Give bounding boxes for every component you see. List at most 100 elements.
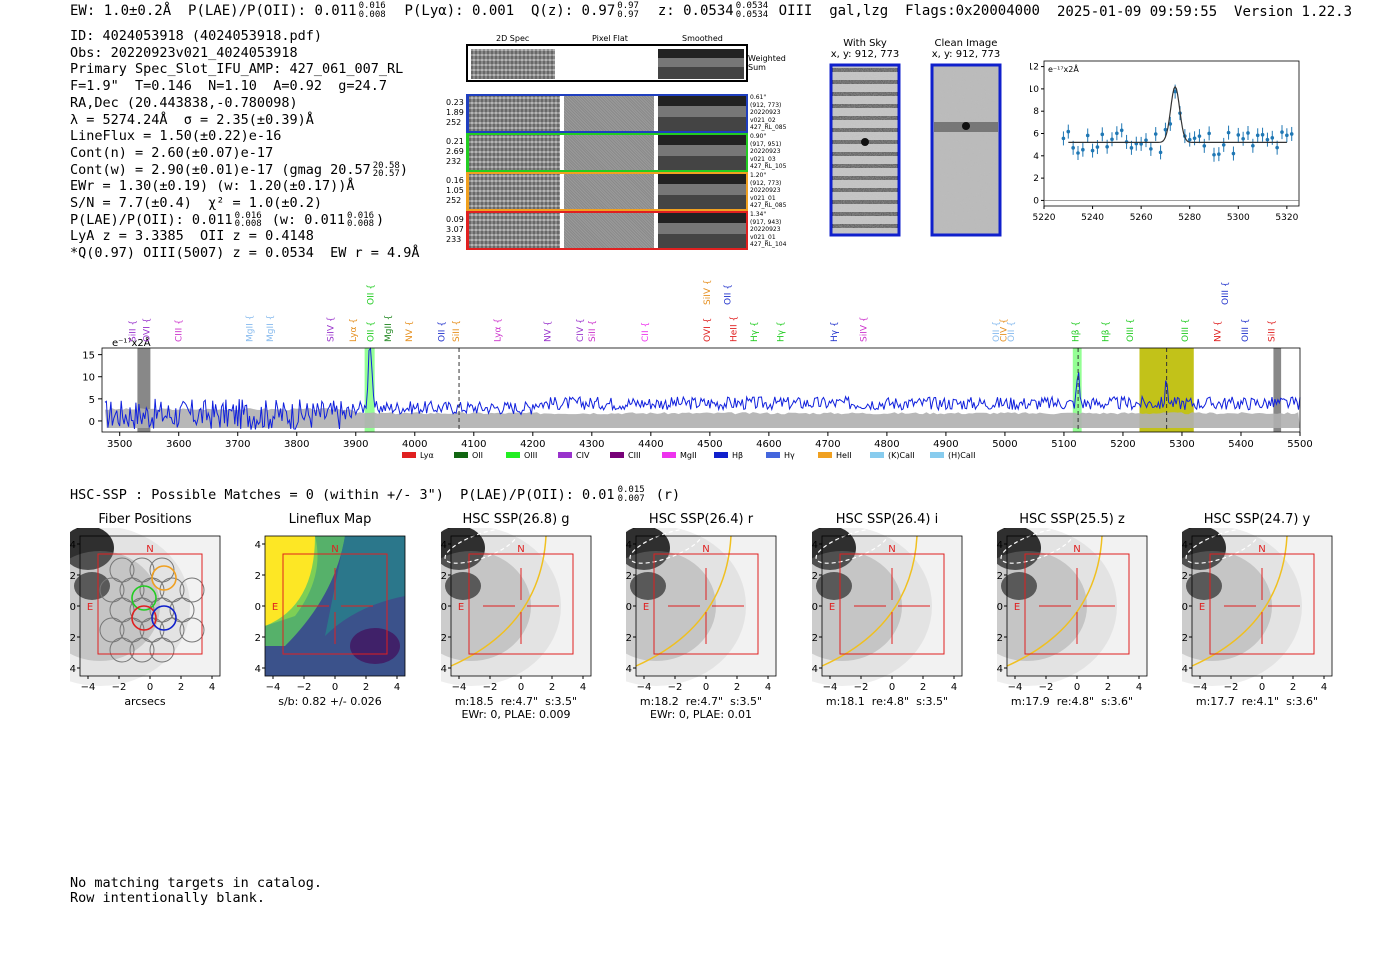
plae-text: P(LAE)/P(OII): 0.011 bbox=[70, 211, 233, 228]
compass-east: E bbox=[1014, 602, 1020, 613]
spectral-line-label: MgII { bbox=[246, 315, 256, 342]
galaxy-halo bbox=[626, 528, 746, 686]
spectrum-x-tick-label: 3800 bbox=[284, 439, 309, 450]
legend-label: CIV bbox=[576, 451, 590, 460]
tile-y-tick-label: −4 bbox=[626, 664, 632, 675]
spectrum-y-tick-label: 0 bbox=[89, 417, 95, 428]
flux-min bbox=[350, 628, 400, 664]
tile-y-tick-label: 4 bbox=[626, 540, 632, 551]
galaxy-blob bbox=[630, 572, 666, 600]
spectrum-line bbox=[104, 347, 1301, 430]
galaxy-blob bbox=[1186, 572, 1222, 600]
tile-x-tick-label: 2 bbox=[178, 682, 184, 693]
version: Version 1.22.3 bbox=[1234, 4, 1353, 20]
tile-image: N E −4 4 −2 2 0 0 2 −2 4 −4 bbox=[441, 528, 592, 693]
info-line: *Q(0.97) OIII(5007) z = 0.0534 EW r = 4.… bbox=[70, 245, 420, 262]
search-box bbox=[1024, 553, 1130, 655]
tile-x-tick-label: 0 bbox=[147, 682, 153, 693]
tile-y-tick-label: −2 bbox=[1182, 633, 1188, 644]
tile-y-tick-label: −2 bbox=[626, 633, 632, 644]
tile-y-tick-label: 2 bbox=[1182, 571, 1188, 582]
zoom-point bbox=[1289, 132, 1294, 136]
info-line: F=1.9" T=0.146 N=1.10 A=0.92 g=24.7 bbox=[70, 78, 387, 95]
spectral-line-label: OII { bbox=[1007, 321, 1017, 342]
fiber-highlight-red bbox=[131, 605, 157, 631]
zoom-point bbox=[1100, 132, 1105, 137]
spectrum-y-tick-label: 15 bbox=[82, 351, 95, 362]
galaxy-blob bbox=[1182, 528, 1226, 570]
spectral-line-label: OII { bbox=[367, 321, 377, 342]
tile-caption: arcsecs bbox=[124, 695, 166, 708]
sky-panel-with-sky: With Sky x, y: 912, 773 bbox=[830, 38, 900, 60]
spectrum-x-tick-label: 5500 bbox=[1287, 439, 1312, 450]
plae-w: (w: 0.011 bbox=[271, 211, 345, 228]
zoom-point bbox=[1071, 146, 1075, 150]
spectrum-x-tick-label: 3600 bbox=[166, 439, 191, 450]
search-box bbox=[1209, 553, 1315, 655]
compass-north: N bbox=[1073, 544, 1080, 555]
spectral-line-label: Hγ { bbox=[777, 321, 787, 342]
info-plae-lo: 0.008 bbox=[234, 218, 262, 229]
sky-title: With Sky bbox=[843, 38, 887, 49]
tile-image: N E −4 4 −2 2 0 0 2 −2 4 −4 bbox=[626, 528, 777, 693]
spectral-line-label: CII { bbox=[641, 322, 651, 342]
tile-y-tick-label: −2 bbox=[70, 633, 76, 644]
tile-title: Lineflux Map bbox=[288, 512, 372, 527]
zoom-point bbox=[1173, 89, 1177, 94]
cutout-meta: 1.34" (917, 943) 20220923 v021_01 427_RL_10… bbox=[750, 211, 787, 248]
galaxy-halo bbox=[1182, 528, 1302, 686]
spectral-line-label: OIII { bbox=[1126, 318, 1136, 342]
zoom-point bbox=[1221, 143, 1226, 147]
legend-label: (H)CaII bbox=[948, 451, 975, 460]
clean-title: Clean Image bbox=[934, 38, 998, 49]
spectral-line-label: SiII { bbox=[452, 320, 462, 342]
hsc-plae-lo: 0.007 bbox=[617, 494, 645, 504]
tile-caption-2: EWr: 0, PLAE: 0.009 bbox=[461, 708, 571, 721]
compass-north: N bbox=[146, 544, 153, 555]
spectrum-x-tick-label: 3900 bbox=[343, 439, 368, 450]
cutout-stats: 0.09 3.07 233 bbox=[446, 215, 464, 244]
info-line: EWr = 1.30(±0.19) (w: 1.20(±0.17))Å bbox=[70, 178, 355, 195]
aperture-arc bbox=[450, 535, 547, 667]
zoom-y-tick-label: 8 bbox=[1033, 107, 1039, 117]
spectral-line-label: SiII { bbox=[588, 320, 598, 342]
spectrum-x-tick-label: 4500 bbox=[697, 439, 722, 450]
spectral-line-label: NV { bbox=[405, 321, 415, 342]
tile-image: N E −4 4 −2 2 0 0 2 −2 4 −4 bbox=[997, 528, 1148, 693]
zoom-point bbox=[1066, 129, 1071, 134]
tile-x-tick-label: 2 bbox=[1290, 682, 1296, 693]
legend-label: OIII bbox=[524, 451, 537, 460]
legend-swatch bbox=[870, 452, 884, 458]
spectrum-x-tick-label: 4800 bbox=[874, 439, 899, 450]
tile-y-tick-label: 4 bbox=[997, 540, 1003, 551]
spectrum-x-tick-label: 5400 bbox=[1228, 439, 1253, 450]
tile-x-tick-label: 0 bbox=[1259, 682, 1265, 693]
galaxy-halo bbox=[997, 528, 1117, 686]
zoom-unit-label: e⁻¹⁷x2Å bbox=[1048, 63, 1079, 74]
cutout-smoothed bbox=[658, 134, 748, 171]
z-value: z: 0.0534 bbox=[657, 3, 734, 19]
zoom-point bbox=[1197, 134, 1202, 138]
zoom-point bbox=[1226, 130, 1231, 135]
tile-y-tick-label: 0 bbox=[441, 602, 447, 613]
zoom-point bbox=[1255, 133, 1260, 138]
tile-y-tick-label: −4 bbox=[812, 664, 818, 675]
spectrum-x-tick-label: 4400 bbox=[638, 439, 663, 450]
cutout-panel: 2D Spec Pixel Flat Smoothed Weighted Sum… bbox=[440, 32, 800, 257]
spectral-line-label: OVI { bbox=[142, 318, 152, 342]
galaxy-blob bbox=[74, 572, 110, 600]
tile-image: N E −4 4 −2 2 0 0 2 −2 4 −4 bbox=[255, 535, 406, 693]
spectral-line-label: OII { bbox=[724, 284, 734, 305]
legend-swatch bbox=[714, 452, 728, 458]
cutout-row: 0.23 1.89 252 0.61" (912, 773) 20220923 v021… bbox=[440, 94, 800, 133]
cutout-stats: 0.21 2.69 232 bbox=[446, 137, 464, 166]
hsc-tile: Fiber Positions N E −4 4 −2 2 0 0 2 −2 4 −4 arcsecs bbox=[70, 512, 235, 722]
tile-x-tick-label: −2 bbox=[1039, 682, 1054, 693]
compass-east: E bbox=[458, 602, 464, 613]
tile-image: N E −4 4 −2 2 0 0 2 −2 4 −4 bbox=[1182, 528, 1333, 693]
zoom-point bbox=[1168, 122, 1173, 126]
galaxy-blob bbox=[1001, 572, 1037, 600]
tile-x-tick-label: 2 bbox=[734, 682, 740, 693]
spectral-line-label: Hγ { bbox=[830, 321, 840, 342]
compass-east: E bbox=[1199, 602, 1205, 613]
